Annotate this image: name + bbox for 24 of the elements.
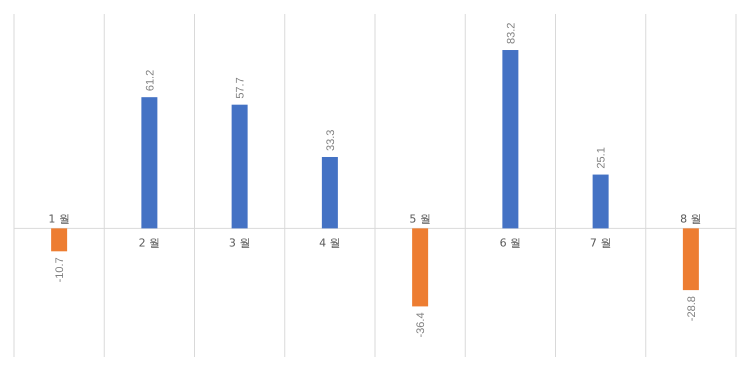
bar [502, 50, 518, 228]
data-label: 25.1 [596, 147, 608, 169]
x-tick-label: 2 월 [138, 236, 160, 250]
bar [232, 104, 248, 228]
x-tick-label: 8 월 [680, 212, 702, 226]
x-tick-label: 6 월 [500, 236, 522, 250]
data-label: 83.2 [505, 22, 518, 44]
bar [141, 97, 158, 228]
data-label: -28.8 [686, 296, 698, 322]
data-label: 33.3 [324, 130, 337, 151]
bar [51, 228, 68, 252]
bar [322, 156, 338, 228]
data-label: -10.7 [54, 257, 66, 282]
bar [592, 174, 609, 228]
data-label: 61.2 [144, 70, 156, 92]
x-tick-label: 5 월 [409, 212, 431, 226]
data-label: 57.7 [234, 77, 247, 99]
bar [412, 228, 428, 306]
x-tick-label: 3 월 [228, 236, 250, 250]
x-tick-label: 1 월 [48, 212, 70, 226]
bar [682, 228, 699, 290]
x-tick-label: 7 월 [590, 236, 612, 250]
x-tick-label: 4 월 [319, 236, 341, 250]
data-label: -36.4 [415, 312, 428, 338]
